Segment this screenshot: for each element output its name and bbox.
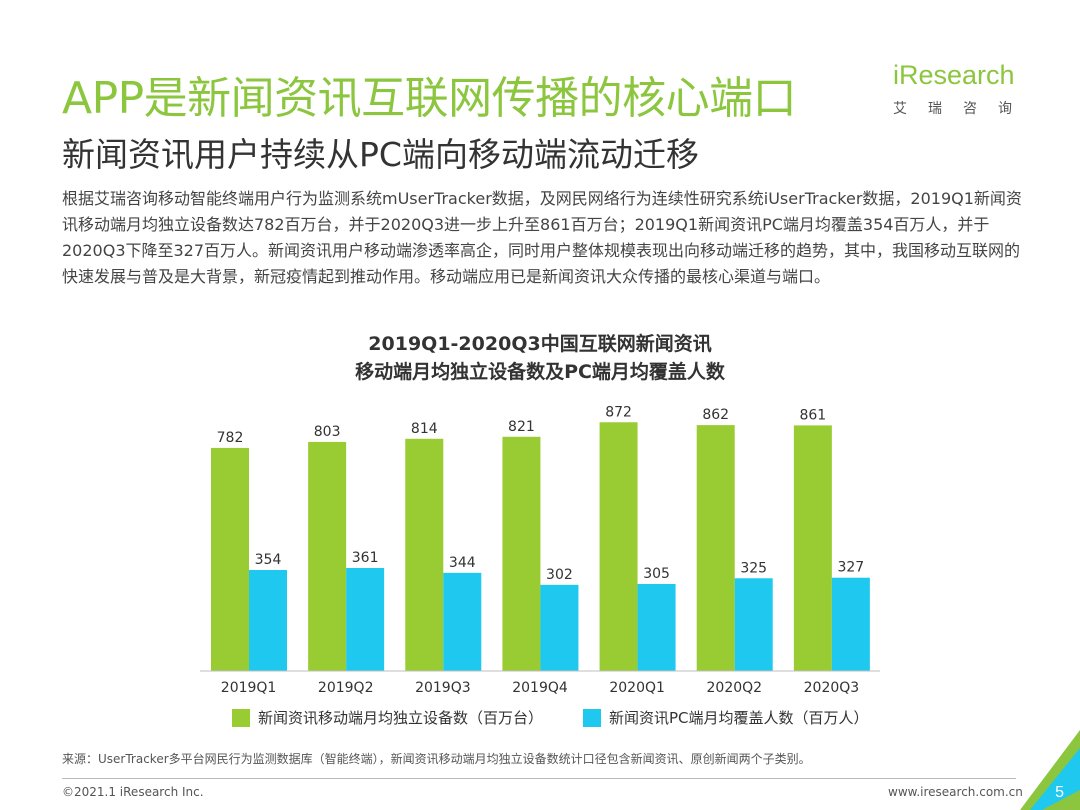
page-title: APP是新闻资讯互联网传播的核心端口 bbox=[62, 73, 797, 124]
data-label-pc-2019Q4: 302 bbox=[546, 567, 573, 583]
chart-title-line1: 2019Q1-2020Q3中国互联网新闻资讯 bbox=[368, 333, 712, 355]
data-label-pc-2019Q1: 354 bbox=[255, 552, 282, 568]
legend-swatch-pc bbox=[583, 708, 602, 727]
bar-chart: 782 354 2019Q1 803 361 2019Q2 814 344 2019Q3 821 3… bbox=[200, 404, 880, 696]
logo-cn-text: 艾瑞咨询 bbox=[893, 101, 1033, 117]
bar-pc-2020Q2 bbox=[734, 578, 773, 671]
bar-mobile-2020Q2 bbox=[696, 425, 735, 671]
data-label-pc-2019Q2: 361 bbox=[352, 550, 379, 566]
website-text: www.iresearch.com.cn bbox=[888, 785, 1023, 799]
bar-mobile-2020Q1 bbox=[599, 422, 638, 671]
data-label-mobile-2020Q2: 862 bbox=[702, 407, 729, 423]
chart-legend: 新闻资讯移动端月均独立设备数（百万台） 新闻资讯PC端月均覆盖人数（百万人） bbox=[232, 707, 909, 728]
x-tick-label-2020Q3: 2020Q3 bbox=[804, 680, 860, 696]
description-text: 根据艾瑞咨询移动智能终端用户行为监测系统mUserTracker数据，及网民网络… bbox=[62, 189, 1022, 286]
data-label-mobile-2019Q1: 782 bbox=[217, 430, 244, 446]
bar-pc-2020Q3 bbox=[831, 577, 870, 671]
x-tick-label-2020Q2: 2020Q2 bbox=[707, 680, 763, 696]
data-label-pc-2019Q3: 344 bbox=[449, 555, 476, 571]
legend-label-mobile: 新闻资讯移动端月均独立设备数（百万台） bbox=[258, 709, 544, 727]
bar-pc-2019Q4 bbox=[540, 584, 579, 671]
data-label-pc-2020Q3: 327 bbox=[837, 560, 864, 576]
x-tick-label-2019Q2: 2019Q2 bbox=[318, 680, 374, 696]
bar-mobile-2019Q1 bbox=[211, 447, 249, 671]
x-tick-label-2019Q3: 2019Q3 bbox=[415, 680, 471, 696]
bar-mobile-2020Q3 bbox=[793, 425, 832, 671]
data-label-pc-2020Q2: 325 bbox=[740, 560, 767, 576]
bar-pc-2019Q1 bbox=[249, 570, 287, 671]
data-label-pc-2020Q1: 305 bbox=[643, 566, 670, 582]
bar-mobile-2019Q4 bbox=[502, 436, 541, 671]
copyright-text: ©2021.1 iResearch Inc. bbox=[62, 785, 204, 799]
logo-brand: iResearch bbox=[893, 60, 1015, 90]
page-number: 5 bbox=[1055, 784, 1064, 801]
chart-title: 2019Q1-2020Q3中国互联网新闻资讯 移动端月均独立设备数及PC端月均覆… bbox=[0, 330, 1080, 386]
corner-cyan-shape bbox=[1030, 748, 1080, 810]
legend-item-mobile: 新闻资讯移动端月均独立设备数（百万台） bbox=[232, 707, 543, 728]
x-tick-label-2020Q1: 2020Q1 bbox=[609, 680, 665, 696]
legend-item-pc: 新闻资讯PC端月均覆盖人数（百万人） bbox=[583, 707, 869, 728]
bar-pc-2019Q2 bbox=[346, 568, 385, 671]
source-note: 来源：UserTracker多平台网民行为监测数据库（智能终端），新闻资讯移动端… bbox=[62, 752, 811, 766]
corner-decoration bbox=[1020, 730, 1080, 810]
data-label-mobile-2020Q3: 861 bbox=[799, 407, 826, 423]
data-label-mobile-2019Q2: 803 bbox=[314, 424, 341, 440]
page-subtitle: 新闻资讯用户持续从PC端向移动端流动迁移 bbox=[62, 135, 699, 174]
chart-title-line2: 移动端月均独立设备数及PC端月均覆盖人数 bbox=[355, 361, 725, 383]
x-tick-label-2019Q4: 2019Q4 bbox=[512, 680, 568, 696]
data-label-mobile-2019Q3: 814 bbox=[411, 421, 438, 437]
data-label-mobile-2020Q1: 872 bbox=[605, 404, 632, 420]
footer-divider bbox=[62, 778, 1016, 779]
legend-swatch-mobile bbox=[232, 708, 250, 727]
x-tick-label-2019Q1: 2019Q1 bbox=[221, 680, 277, 696]
iresearch-logo: iResearch 艾瑞咨询 bbox=[893, 60, 1033, 128]
bar-pc-2019Q3 bbox=[443, 572, 482, 671]
bar-mobile-2019Q2 bbox=[308, 441, 347, 671]
data-label-mobile-2019Q4: 821 bbox=[508, 419, 535, 435]
bar-pc-2020Q1 bbox=[637, 583, 676, 671]
bar-mobile-2019Q3 bbox=[405, 438, 444, 671]
legend-label-pc: 新闻资讯PC端月均覆盖人数（百万人） bbox=[609, 709, 869, 727]
